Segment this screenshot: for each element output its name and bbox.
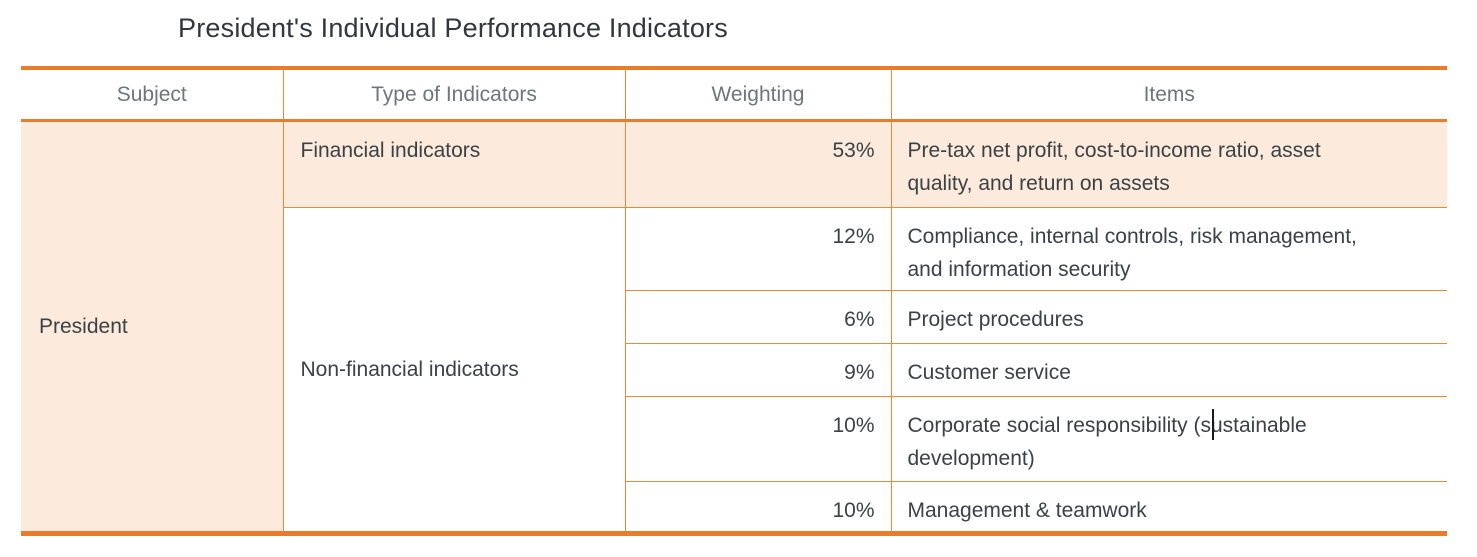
item-cell: Compliance, internal controls, risk mana… <box>890 206 1448 291</box>
type-cell-non-financial: Non-financial indicators <box>282 206 626 534</box>
header-cell-type: Type of Indicators <box>282 67 626 122</box>
header-cell-items: Items <box>890 67 1448 122</box>
weighting-cell: 12% <box>624 206 892 291</box>
type-cell-financial: Financial indicators <box>282 119 626 208</box>
item-cell: Project procedures <box>890 289 1448 344</box>
table-row: Non-financial indicators 12% Compliance,… <box>21 206 1448 534</box>
table-header-row: Subject Type of Indicators Weighting Ite… <box>20 67 1448 122</box>
performance-indicators-table: Subject Type of Indicators Weighting Ite… <box>20 66 1448 536</box>
weighting-cell: 10% <box>624 395 892 482</box>
item-cell: Pre-tax net profit, cost-to-income ratio… <box>890 119 1448 208</box>
table-row: President Financial indicators 53% Pre-t… <box>20 119 1448 534</box>
weighting-cell: 9% <box>624 342 892 397</box>
table-title: President's Individual Performance Indic… <box>178 13 728 43</box>
item-cell: Management & teamwork <box>890 480 1448 534</box>
item-cell: Customer service <box>890 342 1448 397</box>
weighting-cell: 53% <box>624 119 892 208</box>
header-cell-weighting: Weighting <box>624 67 892 122</box>
text-cursor <box>1212 409 1214 440</box>
header-cell-subject: Subject <box>20 67 284 122</box>
weighting-cell: 10% <box>624 480 892 534</box>
item-cell: Corporate social responsibility (sustain… <box>890 395 1448 482</box>
weighting-cell: 6% <box>624 289 892 344</box>
table-row: 6% Project procedures <box>21 289 1448 344</box>
subject-cell: President <box>20 119 284 534</box>
table-row: 10% Management & teamwork <box>21 480 1448 534</box>
table-row: 9% Customer service <box>21 342 1448 397</box>
